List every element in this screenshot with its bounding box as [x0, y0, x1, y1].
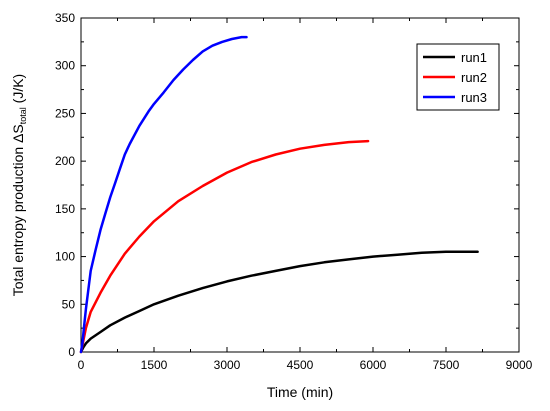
- y-tick-label: 300: [55, 59, 75, 73]
- x-tick-label: 7500: [433, 358, 460, 372]
- legend-label-run3: run3: [461, 90, 487, 105]
- series-line-run2: [79, 139, 370, 354]
- x-axis-label: Time (min): [267, 384, 333, 400]
- y-tick-label: 350: [55, 11, 75, 25]
- y-axis-label-main: Total entropy production ΔS: [10, 124, 26, 296]
- y-axis-label-unit: (J/K): [10, 74, 26, 107]
- series-lines: [79, 35, 479, 354]
- y-axis-label: Total entropy production ΔStotal (J/K): [10, 74, 28, 296]
- x-tick-label: 0: [78, 358, 85, 372]
- series-line-run3: [79, 35, 248, 354]
- y-tick-label: 0: [68, 345, 75, 359]
- x-tick-label: 3000: [214, 358, 241, 372]
- y-tick-label: 100: [55, 250, 75, 264]
- y-tick-label: 50: [62, 297, 76, 311]
- y-axis-label-subscript: total: [18, 107, 28, 124]
- legend: run1 run2 run3: [416, 43, 500, 111]
- x-tick-label: 1500: [141, 358, 168, 372]
- legend-label-run1: run1: [461, 50, 487, 65]
- y-tick-label: 150: [55, 202, 75, 216]
- y-tick-label: 250: [55, 106, 75, 120]
- x-tick-label: 4500: [287, 358, 314, 372]
- tick-labels: 0 1500 3000 4500 6000 7500 9000 0 50 100 150 200 250…: [55, 11, 533, 372]
- series-line-run1: [79, 250, 479, 354]
- x-tick-label: 9000: [506, 358, 533, 372]
- legend-label-run2: run2: [461, 70, 487, 85]
- x-tick-label: 6000: [360, 358, 387, 372]
- tick-marks: [80, 17, 520, 353]
- y-tick-label: 200: [55, 154, 75, 168]
